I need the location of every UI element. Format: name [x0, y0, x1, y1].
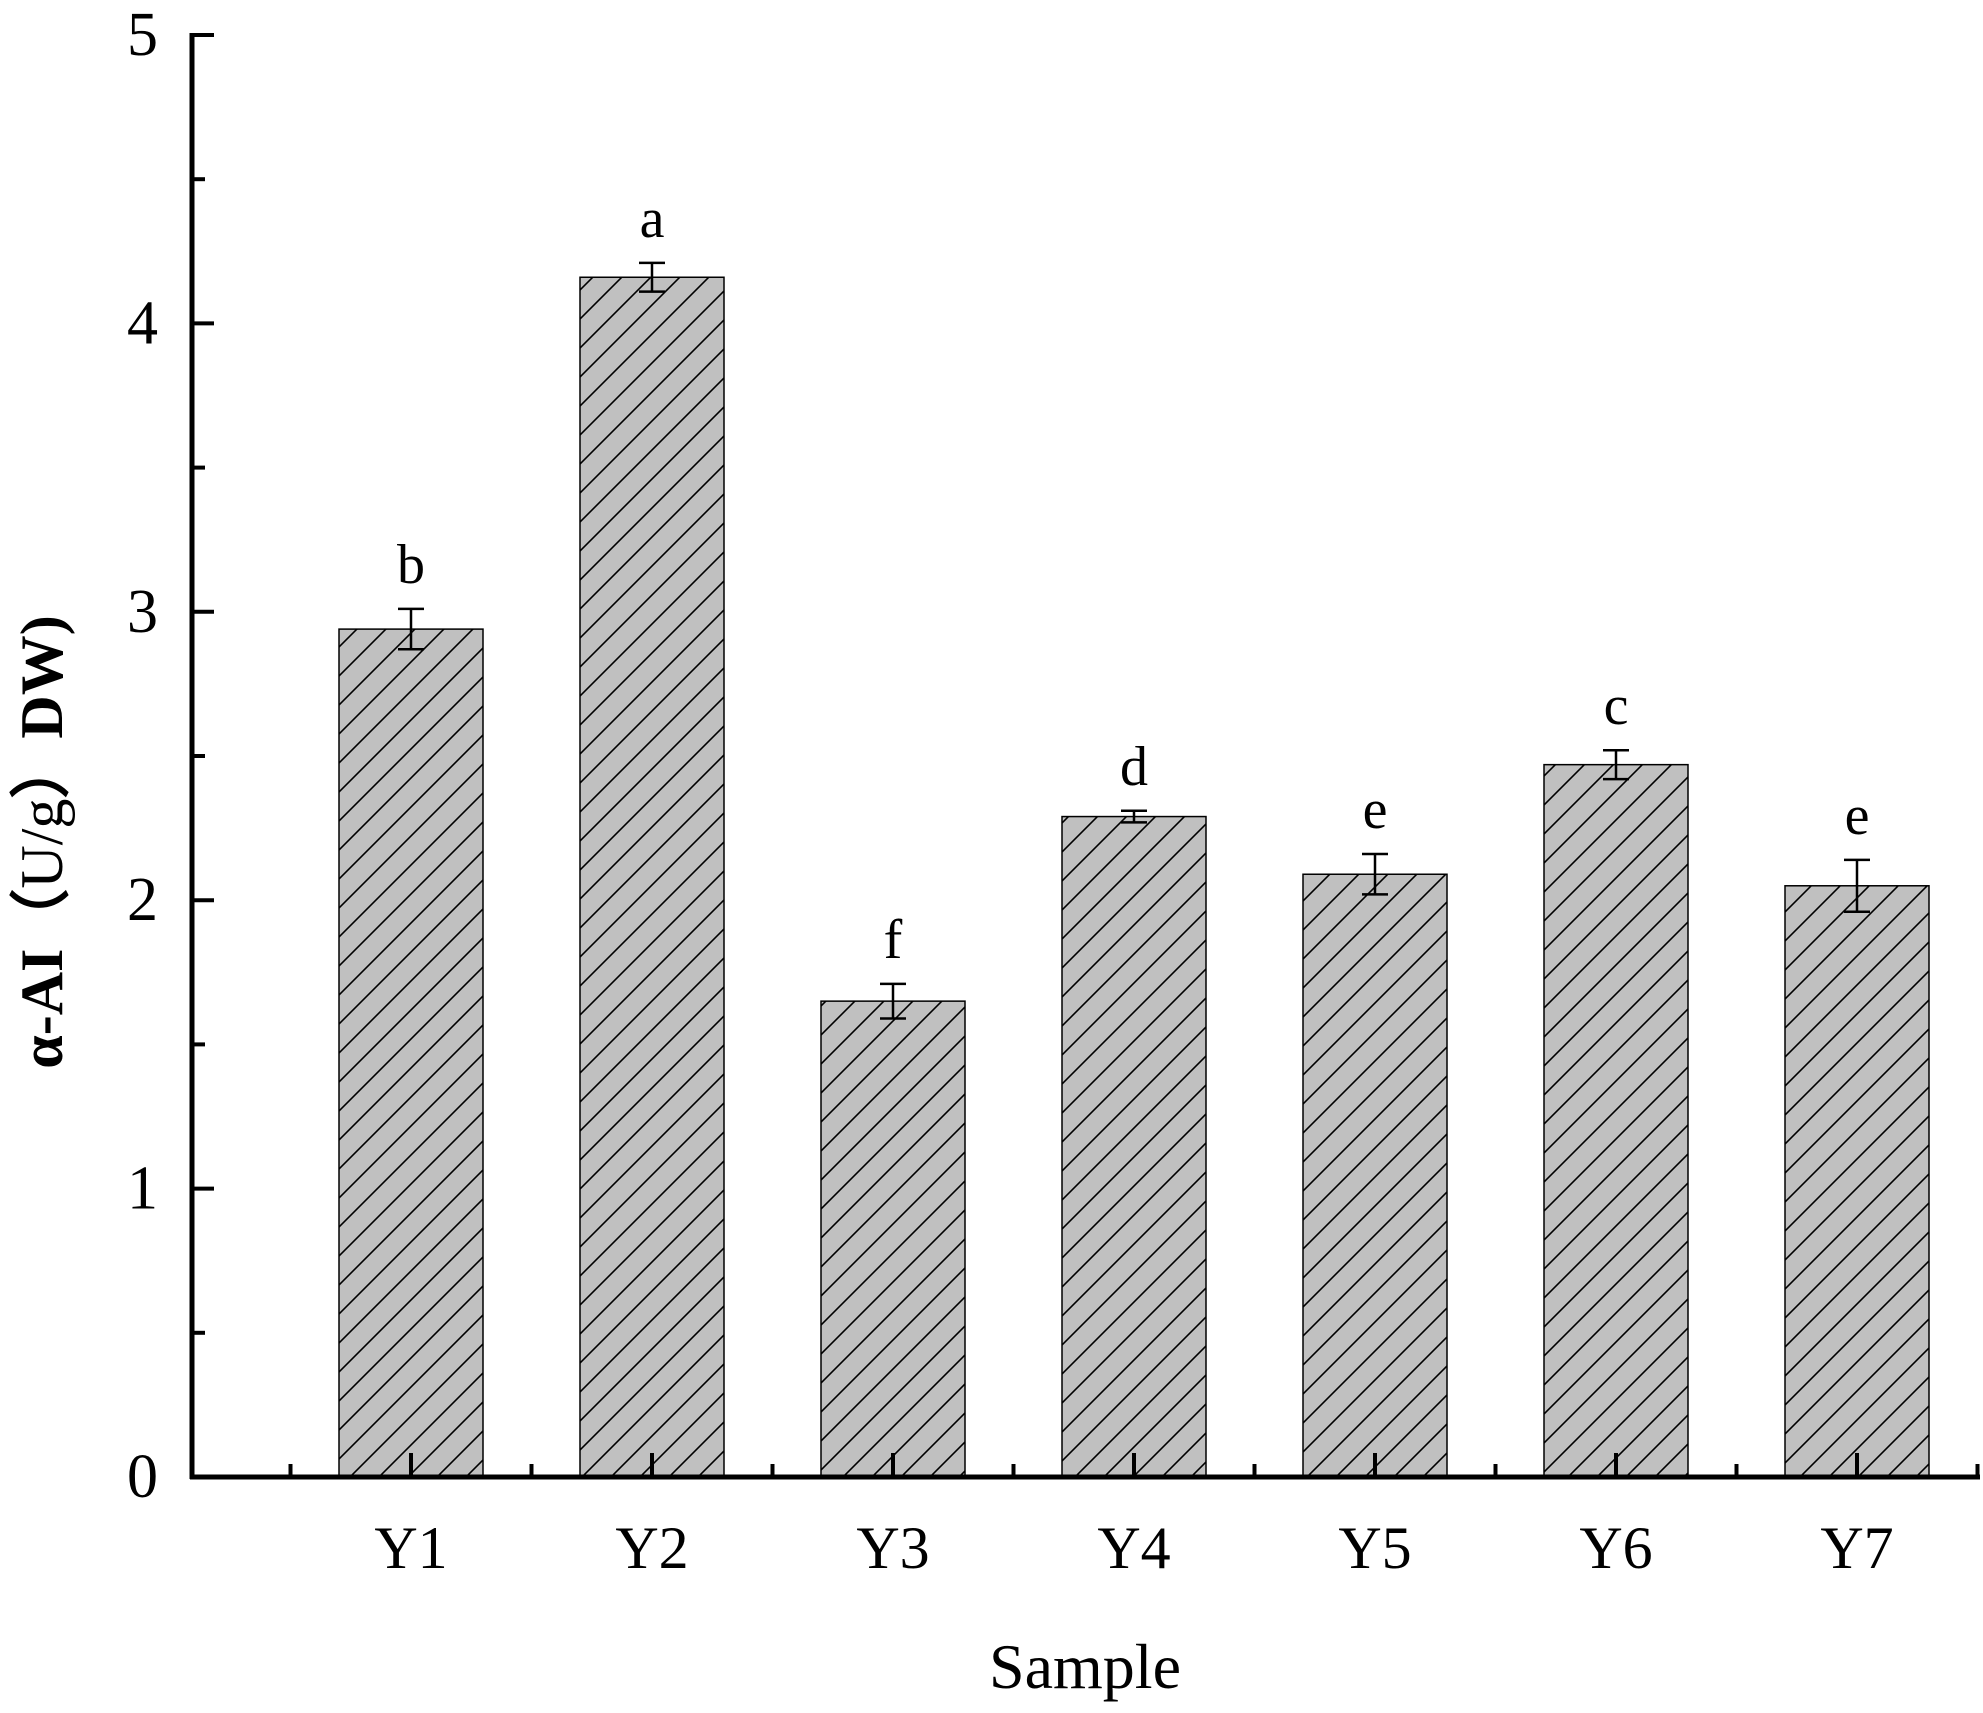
bar-y3	[820, 1000, 966, 1478]
axes-group	[189, 33, 1980, 1480]
y-tick-label-0: 0	[127, 1443, 158, 1511]
significance-label-y7: e	[1845, 785, 1870, 847]
bar-y6	[1543, 763, 1689, 1478]
bar-y7	[1784, 885, 1930, 1478]
significance-label-y2: a	[640, 188, 665, 250]
significance-label-y1: b	[397, 534, 425, 596]
labels-group: b Y1 a Y2 f Y3 d Y4 e Y5 c Y6 e Y7 0 1 2 3 4 5	[127, 1, 1894, 1581]
y-tick-label-4: 4	[127, 289, 158, 357]
bar-y2	[579, 276, 725, 1478]
y-tick-label-2: 2	[127, 866, 158, 934]
significance-label-y4: d	[1120, 736, 1148, 798]
y-axis-label: α-AI（U/g）DW)	[8, 615, 75, 1068]
x-axis-label: Sample	[989, 1631, 1181, 1702]
significance-label-y5: e	[1363, 779, 1388, 841]
x-tick-label-y5: Y5	[1338, 1515, 1411, 1581]
x-tick-label-y1: Y1	[374, 1515, 447, 1581]
bar-y4	[1061, 815, 1207, 1478]
x-tick-label-y2: Y2	[615, 1515, 688, 1581]
bar-y5	[1302, 873, 1448, 1478]
x-tick-label-y6: Y6	[1579, 1515, 1652, 1581]
y-axis-label-prefix: α-AI（	[8, 889, 75, 1069]
y-axis-label-suffix: ）DW)	[8, 615, 75, 798]
significance-label-y3: f	[884, 909, 903, 971]
y-tick-label-1: 1	[127, 1155, 158, 1223]
significance-label-y6: c	[1604, 675, 1629, 737]
y-tick-label-3: 3	[127, 578, 158, 646]
error-bars-group	[398, 261, 1870, 1020]
y-tick-label-5: 5	[127, 1, 158, 69]
x-tick-label-y4: Y4	[1097, 1515, 1170, 1581]
x-tick-label-y7: Y7	[1820, 1515, 1893, 1581]
bars-group	[338, 276, 1930, 1478]
y-axis-label-unit: U/g	[9, 799, 75, 889]
x-tick-label-y3: Y3	[856, 1515, 929, 1581]
bar-y1	[338, 628, 484, 1478]
